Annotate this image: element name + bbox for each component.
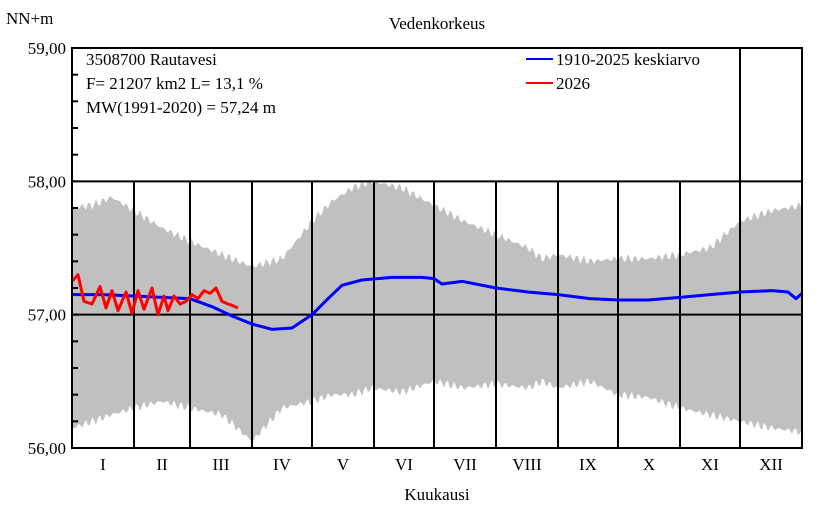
plot-frame <box>71 47 803 449</box>
y-tick-label: 56,00 <box>28 439 66 458</box>
month-label: XI <box>701 455 719 474</box>
info-line: F= 21207 km2 L= 13,1 % <box>86 74 263 93</box>
y-axis-label: NN+m <box>6 9 53 28</box>
month-label: I <box>100 455 106 474</box>
info-line: 3508700 Rautavesi <box>86 50 217 69</box>
chart-title: Vedenkorkeus <box>389 14 485 33</box>
legend-label-2026: 2026 <box>556 74 590 93</box>
legend-label-mean: 1910-2025 keskiarvo <box>556 50 700 69</box>
month-label: X <box>643 455 655 474</box>
month-label: XII <box>759 455 783 474</box>
current-year-line <box>70 273 239 317</box>
mean-line <box>72 275 803 331</box>
month-label: VI <box>395 455 413 474</box>
month-label: IV <box>273 455 292 474</box>
month-label: VIII <box>512 455 542 474</box>
y-tick-label: 58,00 <box>28 172 66 191</box>
month-label: IX <box>579 455 597 474</box>
range-band <box>72 179 802 443</box>
y-tick-label: 57,00 <box>28 306 66 325</box>
month-label: II <box>156 455 168 474</box>
month-label: VII <box>453 455 477 474</box>
month-label: III <box>213 455 230 474</box>
series-lines <box>70 273 803 331</box>
month-label: V <box>337 455 350 474</box>
x-axis-label: Kuukausi <box>404 485 469 504</box>
y-tick-label: 59,00 <box>28 39 66 58</box>
band-area <box>72 179 802 443</box>
info-line: MW(1991-2020) = 57,24 m <box>86 98 276 117</box>
legend: 1910-2025 keskiarvo 2026 <box>526 50 700 93</box>
